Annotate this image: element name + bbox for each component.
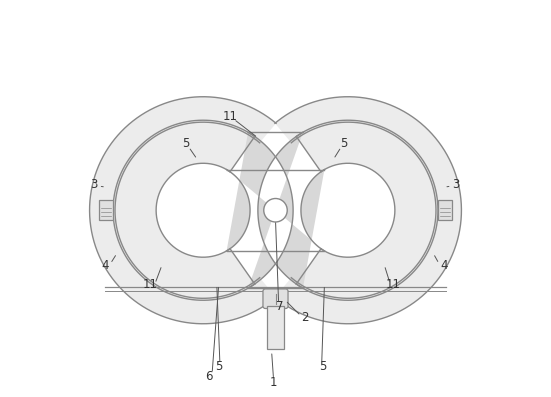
- FancyBboxPatch shape: [263, 289, 288, 308]
- Text: 11: 11: [143, 278, 158, 291]
- Bar: [99, 200, 113, 220]
- Text: 5: 5: [319, 360, 326, 373]
- Text: 5: 5: [182, 137, 189, 150]
- Text: 11: 11: [223, 110, 238, 123]
- Polygon shape: [90, 97, 276, 324]
- Text: 2: 2: [301, 311, 309, 324]
- Polygon shape: [275, 97, 461, 324]
- Polygon shape: [226, 132, 325, 288]
- Text: 11: 11: [386, 278, 401, 291]
- Text: 3: 3: [90, 178, 97, 191]
- Text: 6: 6: [205, 370, 213, 383]
- Bar: [267, 306, 284, 349]
- Text: 1: 1: [270, 376, 277, 389]
- Text: 4: 4: [440, 258, 447, 272]
- Circle shape: [264, 198, 287, 222]
- Text: 5: 5: [341, 137, 348, 150]
- Text: 3: 3: [452, 178, 459, 191]
- Bar: [438, 200, 452, 220]
- Polygon shape: [113, 120, 255, 300]
- Text: 5: 5: [215, 360, 223, 373]
- Polygon shape: [296, 120, 438, 300]
- Text: 4: 4: [101, 258, 109, 272]
- Text: 7: 7: [276, 300, 283, 313]
